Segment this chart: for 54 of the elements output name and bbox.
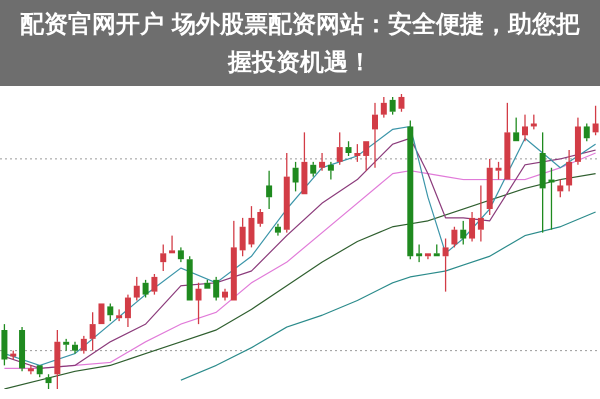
candlestick: [372, 102, 378, 168]
chart-title: 配资官网开户 场外股票配资网站：安全便捷，助您把握投资机遇！: [0, 0, 600, 86]
candlestick: [592, 105, 599, 136]
candlestick: [10, 350, 16, 360]
candlestick: [266, 170, 272, 210]
candlestick: [460, 220, 466, 246]
candlestick: [284, 152, 290, 234]
candlestick: [90, 312, 96, 352]
candlestick: [310, 161, 316, 178]
candlestick: [124, 294, 131, 328]
candlestick: [557, 178, 564, 198]
candlestick: [336, 132, 343, 166]
candlestick: [504, 102, 510, 180]
candlestick: [522, 114, 528, 142]
candlestick: [301, 132, 308, 194]
candlestick: [416, 244, 422, 263]
candlestick: [319, 152, 326, 172]
candlestick: [574, 116, 581, 166]
candlestick: [434, 244, 440, 256]
candlestick: [230, 220, 237, 300]
candlestick: [248, 205, 254, 248]
candlestick: [540, 132, 546, 234]
candlestick: [28, 364, 34, 375]
candlestick: [178, 246, 184, 263]
candlestick: [213, 276, 220, 302]
candlestick: [478, 184, 484, 242]
candlestick: [548, 167, 554, 230]
candlestick: [380, 96, 387, 118]
candlestick: [354, 144, 360, 162]
candlestick: [196, 282, 202, 325]
candlestick: [292, 161, 299, 192]
candlestick: [54, 329, 60, 390]
candlestick: [442, 238, 449, 292]
candlestick: [80, 335, 87, 354]
candlestick: [530, 114, 537, 130]
candlestick: [63, 338, 70, 352]
candlestick: [36, 365, 43, 378]
candlestick: [363, 141, 370, 172]
candlestick: [134, 276, 140, 302]
candlestick: [240, 217, 246, 257]
candlestick: [160, 244, 166, 272]
candlestick: [169, 234, 176, 254]
candlestick: [566, 149, 572, 192]
candlestick: [186, 256, 193, 300]
candlestick: [513, 116, 520, 142]
candlestick: [390, 96, 396, 116]
candlestick: [257, 208, 264, 228]
candlestick: [328, 161, 334, 180]
candlestick: [1, 323, 8, 366]
candlestick: [486, 158, 493, 216]
candlestick: [107, 302, 114, 322]
candlestick: [407, 120, 414, 260]
candlestick: [584, 122, 590, 142]
candlestick: [204, 279, 210, 289]
